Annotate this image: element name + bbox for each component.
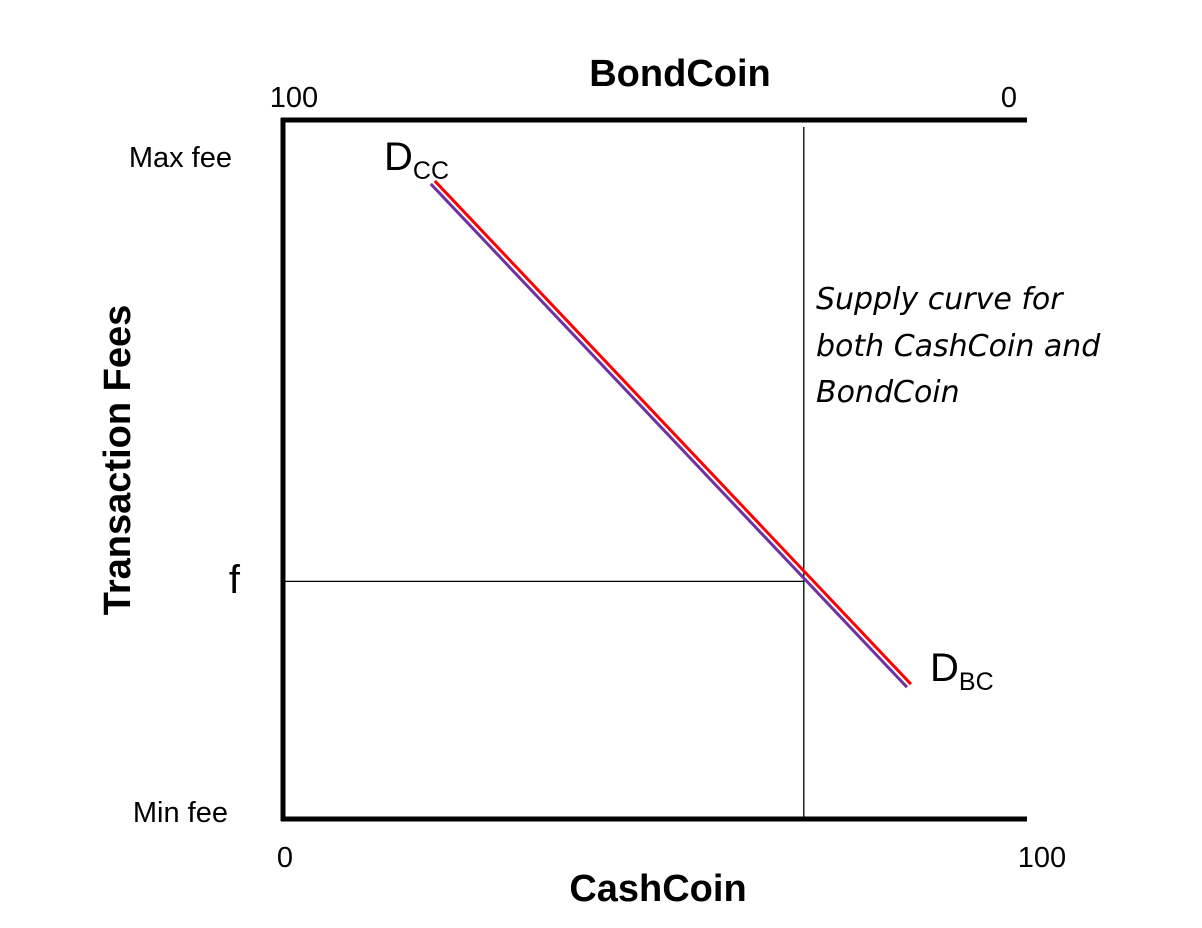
y-tick-min: Min fee <box>133 797 228 829</box>
bottom-axis-title: CashCoin <box>569 868 746 910</box>
supply-label-line-2: both CashCoin and <box>816 329 1101 364</box>
top-tick-right: 0 <box>1001 82 1017 114</box>
demand-label-bondcoin-name: D <box>930 646 959 690</box>
bottom-tick-left: 0 <box>277 842 293 874</box>
demand-label-cashcoin: DCC <box>384 135 449 185</box>
bottom-tick-right: 100 <box>1018 842 1066 874</box>
demand-curve-cashcoin <box>429 182 909 689</box>
y-axis-title: Transaction Fees <box>97 305 139 615</box>
demand-curve-bondcoin <box>433 179 913 686</box>
top-tick-left: 100 <box>270 82 318 114</box>
top-axis-title: BondCoin <box>589 53 771 95</box>
demand-label-cashcoin-name: D <box>384 135 413 179</box>
supply-label-line-3: BondCoin <box>816 375 960 410</box>
y-tick-f: f <box>229 558 241 602</box>
demand-label-bondcoin-subscript: BC <box>959 668 994 696</box>
y-tick-max: Max fee <box>129 142 232 174</box>
demand-label-bondcoin: DBC <box>930 646 994 696</box>
supply-label-line-1: Supply curve for <box>816 282 1064 317</box>
demand-label-cashcoin-subscript: CC <box>413 157 449 185</box>
